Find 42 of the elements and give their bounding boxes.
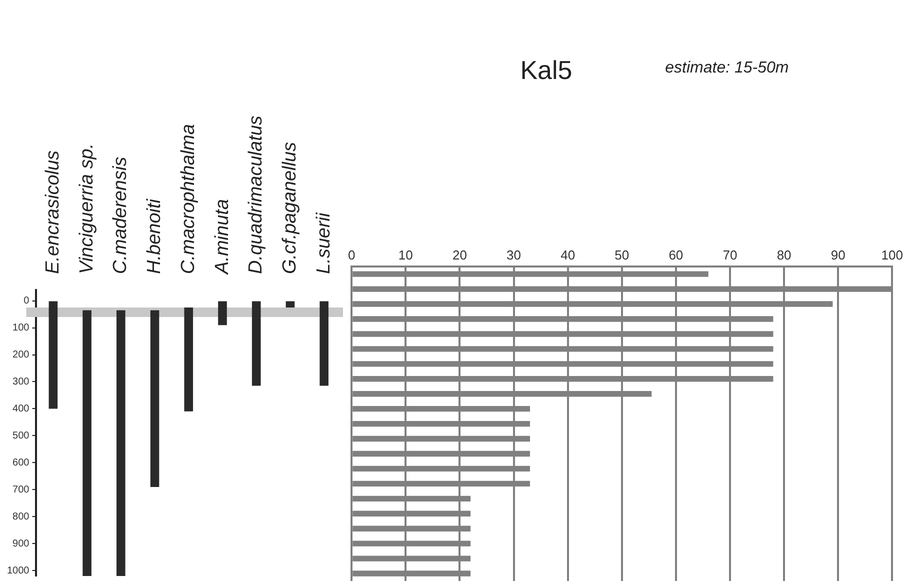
y-tick-label: 400 <box>12 403 30 414</box>
bar <box>286 301 295 308</box>
y-tick-label: 200 <box>12 350 30 361</box>
bar <box>184 308 194 412</box>
bar <box>218 301 227 326</box>
x-tick-label: 70 <box>722 247 738 262</box>
x-tick-label: 50 <box>614 247 630 262</box>
y-tick-label: 0 <box>24 296 30 307</box>
y-tick-label: 300 <box>12 376 30 388</box>
chart-title: Kal5 <box>520 55 572 86</box>
x-tick-label: 90 <box>830 247 846 262</box>
x-tick-label: H.benoiti <box>144 198 166 274</box>
x-tick-label: 80 <box>776 247 792 262</box>
x-tick-label: D.quadrimaculatus <box>246 115 267 274</box>
x-tick-label: E.encrasicolus <box>42 150 64 274</box>
y-tick-label: 500 <box>12 430 30 442</box>
x-tick-label: 10 <box>398 247 413 262</box>
bar <box>116 310 126 576</box>
x-tick-label: G.cf.paganellus <box>279 141 300 274</box>
y-tick-label: 900 <box>12 538 30 550</box>
y-tick-label: 600 <box>12 457 30 468</box>
x-tick-label: 40 <box>560 247 576 262</box>
x-tick-label: L.suerii <box>313 212 334 274</box>
y-tick-label: 800 <box>12 511 30 522</box>
text: estimate: 15-50m <box>665 59 789 76</box>
bar <box>48 301 58 409</box>
x-tick-label: 30 <box>506 247 522 262</box>
x-tick-label: Vinciguerria sp. <box>76 143 98 274</box>
x-tick-label: C.maderensis <box>110 156 132 274</box>
bar <box>82 310 92 576</box>
bar <box>320 301 328 386</box>
y-tick-label: 700 <box>12 484 30 496</box>
x-tick-label: A.minuta <box>212 199 233 275</box>
y-tick-label: 100 <box>12 322 30 334</box>
bar <box>252 301 261 386</box>
y-tick-label: 1000 <box>6 565 30 576</box>
bar <box>150 310 160 487</box>
x-tick-label: 60 <box>668 247 684 262</box>
x-tick-label: 0 <box>348 247 356 262</box>
x-tick-label: C.macrophthalma <box>178 124 199 274</box>
x-tick-label: 100 <box>881 247 904 262</box>
x-tick-label: 20 <box>452 247 467 262</box>
